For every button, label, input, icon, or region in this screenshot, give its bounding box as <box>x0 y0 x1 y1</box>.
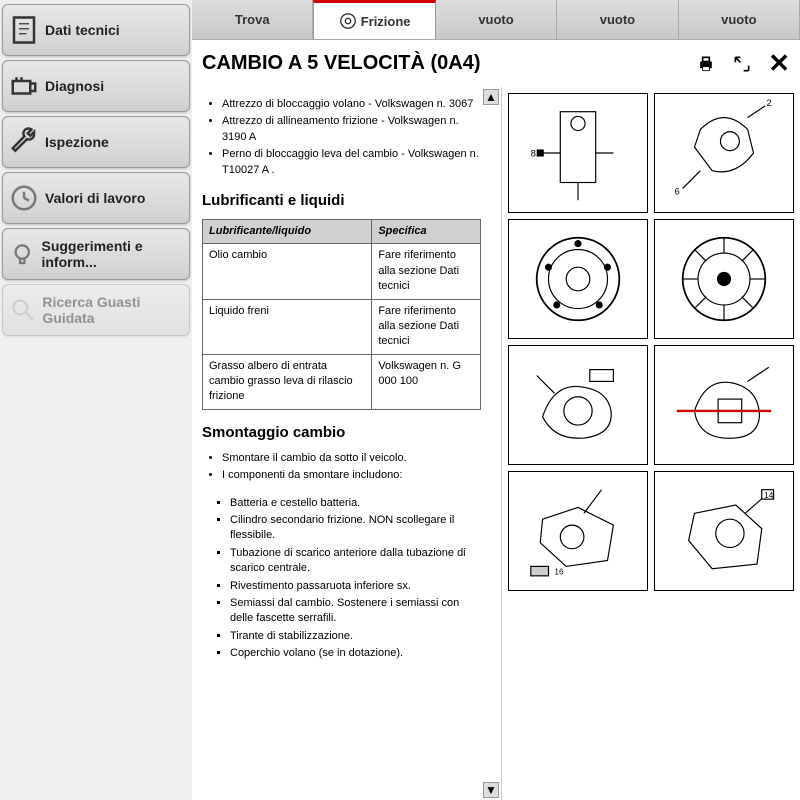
svg-text:6: 6 <box>674 185 679 196</box>
document-pane: ▲ Attrezzo di bloccaggio volano - Volksw… <box>192 87 502 800</box>
sidebar-label: Suggerimenti e inform... <box>41 238 183 270</box>
main-area: Trova Frizione vuoto vuoto vuoto CAMBIO … <box>192 0 800 800</box>
table-row: Liquido freni Fare riferimento alla sezi… <box>203 299 481 354</box>
tab-label: vuoto <box>721 12 756 27</box>
technical-diagram: 8 <box>508 93 648 213</box>
technical-diagram: 26 <box>654 93 794 213</box>
sidebar-item-technical-data[interactable]: Dati tecnici <box>2 4 190 56</box>
sidebar-label: Dati tecnici <box>45 22 120 38</box>
clock-icon <box>9 183 39 213</box>
technical-diagram <box>654 219 794 339</box>
removal-list: Smontare il cambio da sotto il veicolo. … <box>222 451 481 484</box>
tab-label: vuoto <box>478 12 513 27</box>
list-item: Tubazione di scarico anteriore dalla tub… <box>230 546 481 577</box>
expand-icon[interactable] <box>732 54 752 74</box>
section-heading-removal: Smontaggio cambio <box>202 422 481 443</box>
sidebar-item-diagnosis[interactable]: Diagnosi <box>2 60 190 112</box>
tab-label: vuoto <box>600 12 635 27</box>
components-sublist: Batteria e cestello batteria. Cilindro s… <box>230 496 481 662</box>
document-icon <box>9 15 39 45</box>
page-title: CAMBIO A 5 VELOCITÀ (0A4) <box>202 52 696 75</box>
list-item: Perno di bloccaggio leva del cambio - Vo… <box>222 147 481 178</box>
svg-text:2: 2 <box>766 97 771 108</box>
table-header: Specifica <box>372 219 481 243</box>
search-icon <box>9 295 36 325</box>
tab-empty-3[interactable]: vuoto <box>679 0 800 39</box>
list-item: Batteria e cestello batteria. <box>230 496 481 511</box>
list-item: Coperchio volano (se in dotazione). <box>230 646 481 661</box>
section-heading-lubricants: Lubrificanti e liquidi <box>202 190 481 211</box>
svg-text:16: 16 <box>554 568 564 577</box>
sidebar-item-tips[interactable]: Suggerimenti e inform... <box>2 228 190 280</box>
bulb-icon <box>9 239 35 269</box>
engine-icon <box>9 71 39 101</box>
sidebar-item-guided-troubleshoot[interactable]: Ricerca Guasti Guidata <box>2 284 190 336</box>
tab-label: Trova <box>235 12 270 27</box>
svg-text:8: 8 <box>531 148 536 159</box>
sidebar-label: Valori di lavoro <box>45 190 145 206</box>
list-item: I componenti da smontare includono: <box>222 468 481 483</box>
sidebar: Dati tecnici Diagnosi Ispezione Valori d… <box>0 0 192 800</box>
list-item: Rivestimento passaruota inferiore sx. <box>230 579 481 594</box>
title-row: CAMBIO A 5 VELOCITÀ (0A4) ✕ <box>192 40 800 87</box>
sidebar-item-work-values[interactable]: Valori di lavoro <box>2 172 190 224</box>
document-content: Attrezzo di bloccaggio volano - Volkswag… <box>202 87 481 684</box>
list-item: Tirante di stabilizzazione. <box>230 629 481 644</box>
sidebar-label: Diagnosi <box>45 78 104 94</box>
tab-empty-2[interactable]: vuoto <box>557 0 678 39</box>
print-icon[interactable] <box>696 54 716 74</box>
lubricants-table: Lubrificante/liquido Specifica Olio camb… <box>202 219 481 410</box>
sidebar-label: Ricerca Guasti Guidata <box>42 294 183 326</box>
tab-label: Frizione <box>361 14 411 29</box>
diagram-pane: 8 26 16 14 <box>502 87 800 800</box>
technical-diagram <box>508 345 648 465</box>
close-icon[interactable]: ✕ <box>768 48 790 79</box>
wrench-icon <box>9 127 39 157</box>
table-header: Lubrificante/liquido <box>203 219 372 243</box>
list-item: Semiassi dal cambio. Sostenere i semiass… <box>230 596 481 627</box>
table-row: Olio cambio Fare riferimento alla sezion… <box>203 244 481 299</box>
tab-find[interactable]: Trova <box>192 0 313 39</box>
sidebar-item-inspection[interactable]: Ispezione <box>2 116 190 168</box>
technical-diagram <box>508 219 648 339</box>
table-row: Grasso albero di entrata cambio grasso l… <box>203 354 481 409</box>
tools-list: Attrezzo di bloccaggio volano - Volkswag… <box>222 97 481 178</box>
sidebar-label: Ispezione <box>45 134 109 150</box>
technical-diagram: 14 <box>654 471 794 591</box>
tab-bar: Trova Frizione vuoto vuoto vuoto <box>192 0 800 40</box>
technical-diagram <box>654 345 794 465</box>
list-item: Cilindro secondario frizione. NON scolle… <box>230 513 481 544</box>
clutch-icon <box>339 12 357 30</box>
tab-clutch[interactable]: Frizione <box>313 0 435 39</box>
scroll-down-button[interactable]: ▼ <box>483 782 499 798</box>
scroll-up-button[interactable]: ▲ <box>483 89 499 105</box>
list-item: Smontare il cambio da sotto il veicolo. <box>222 451 481 466</box>
technical-diagram: 16 <box>508 471 648 591</box>
list-item: Attrezzo di allineamento frizione - Volk… <box>222 114 481 145</box>
tab-empty-1[interactable]: vuoto <box>436 0 557 39</box>
list-item: Attrezzo di bloccaggio volano - Volkswag… <box>222 97 481 112</box>
svg-text:14: 14 <box>764 491 774 500</box>
